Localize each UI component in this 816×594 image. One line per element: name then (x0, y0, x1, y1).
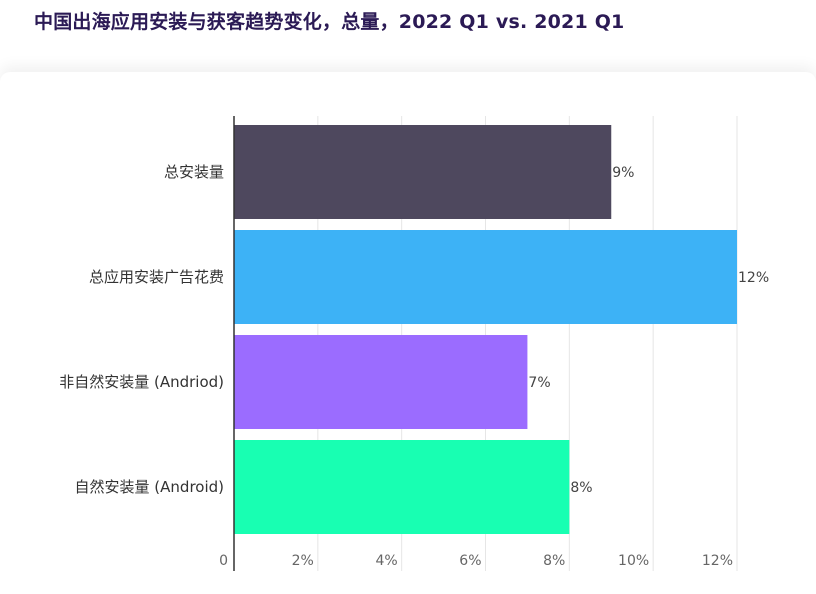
x-tick-label: 8% (543, 553, 565, 569)
value-label: 9% (612, 165, 634, 181)
x-tick-label: 4% (375, 553, 397, 569)
category-label: 自然安装量 (Android) (75, 478, 224, 496)
x-tick-label: 10% (618, 553, 649, 569)
bars (234, 125, 737, 534)
x-tick-label: 12% (702, 553, 733, 569)
value-label: 8% (570, 480, 592, 496)
chart-title: 中国出海应用安装与获客趋势变化，总量，2022 Q1 vs. 2021 Q1 (34, 11, 625, 33)
bar[interactable] (234, 230, 737, 324)
x-tick-label: 2% (292, 553, 314, 569)
bar[interactable] (234, 125, 612, 219)
bar[interactable] (234, 440, 570, 534)
category-label: 总安装量 (164, 163, 224, 181)
labels: 0 2% 4% 6% 8% 10% 12% 总安装量 9% 总应用安装广告花费 12% 非自然安装量 … (59, 163, 769, 569)
x-tick-label: 0 (219, 553, 228, 569)
x-tick-label: 6% (459, 553, 481, 569)
value-label: 12% (738, 270, 769, 286)
bar[interactable] (234, 335, 528, 429)
category-label: 非自然安装量 (Andriod) (59, 373, 224, 391)
category-label: 总应用安装广告花费 (89, 268, 224, 286)
value-label: 7% (528, 375, 550, 391)
